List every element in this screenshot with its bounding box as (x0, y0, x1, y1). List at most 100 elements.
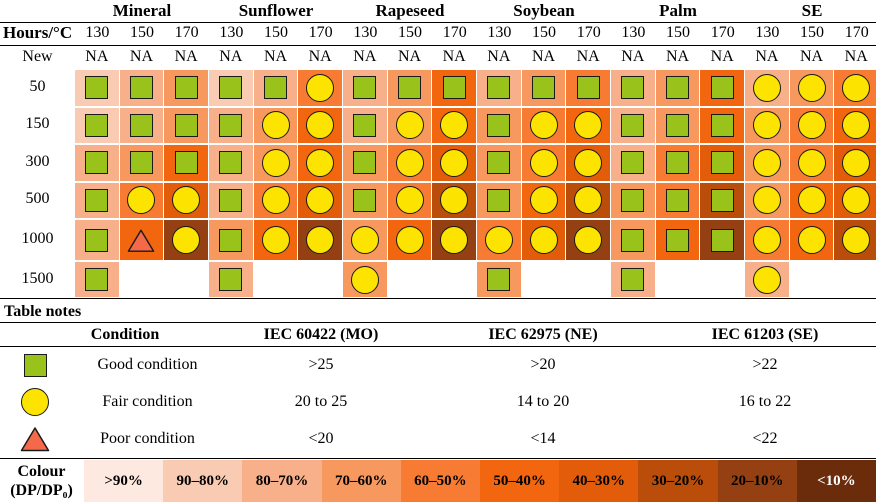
result-cell (387, 70, 432, 106)
good-condition-square-icon (666, 76, 690, 100)
header-rule (0, 22, 876, 23)
colour-label-line2: (DP/DP₀) (10, 482, 73, 499)
result-cell (164, 145, 208, 181)
result-cell (566, 220, 611, 260)
result-cell (521, 220, 566, 260)
fair-condition-circle-icon (395, 226, 424, 254)
colour-scale-bin: 70–60% (321, 460, 401, 502)
result-cell (298, 107, 342, 143)
fair-condition-circle-icon (752, 226, 781, 254)
good-condition-square-icon (621, 151, 645, 175)
section-rule (0, 298, 876, 299)
na-cell: NA (263, 47, 288, 65)
result-cell (432, 220, 477, 260)
result-cell (522, 262, 566, 297)
fair-condition-circle-icon (842, 226, 871, 254)
poor-condition-triangle-icon (20, 427, 50, 452)
hours-temp-header: Hours/°C (3, 23, 73, 42)
oil-header: Soybean (513, 1, 575, 20)
result-cell (789, 220, 834, 260)
result-cell (566, 182, 611, 218)
na-cell: NA (397, 47, 422, 65)
temperature-header: 150 (800, 24, 825, 41)
good-condition-square-icon (129, 113, 153, 137)
fair-condition-circle-icon (172, 186, 201, 215)
temperature-header: 130 (487, 24, 512, 41)
notes-column-header: IEC 61203 (SE) (711, 326, 819, 343)
good-condition-square-icon (621, 228, 645, 252)
threshold-value: >25 (308, 356, 334, 373)
result-cell (700, 262, 744, 297)
row-label: 50 (29, 77, 46, 95)
good-condition-square-icon (174, 76, 198, 100)
notes-title: Table notes (4, 303, 82, 320)
fair-condition-circle-icon (440, 111, 469, 140)
result-cell (834, 220, 876, 260)
result-cell (298, 262, 342, 297)
na-cell: NA (710, 47, 734, 65)
notes-rule (0, 346, 876, 347)
fair-condition-circle-icon (842, 148, 871, 177)
good-condition-square-icon (85, 151, 109, 175)
temperature-header: 170 (844, 24, 869, 41)
colour-scale-bin: 50–40% (480, 460, 560, 502)
fair-condition-circle-icon (797, 148, 826, 177)
good-condition-square-icon (85, 113, 109, 137)
result-cell (700, 182, 745, 218)
good-condition-square-icon (487, 76, 511, 100)
na-cell: NA (576, 47, 600, 65)
colour-scale-bin: >90% (84, 460, 164, 502)
result-cell (700, 70, 745, 106)
result-cell (298, 70, 342, 106)
temperature-header: 130 (621, 24, 646, 41)
threshold-value: <14 (530, 430, 556, 447)
result-cell (164, 220, 208, 260)
fair-condition-circle-icon (350, 265, 379, 294)
result-cell (75, 182, 119, 218)
na-cell: NA (799, 47, 824, 65)
result-cell (655, 220, 700, 260)
na-cell: NA (353, 47, 377, 65)
fair-condition-circle-icon (574, 226, 603, 254)
fair-condition-circle-icon (127, 186, 156, 215)
result-cell (477, 220, 521, 260)
fair-condition-circle-icon (306, 186, 335, 215)
temperature-header: 130 (353, 24, 378, 41)
temperature-header: 150 (264, 24, 288, 41)
na-cell: NA (442, 47, 466, 65)
result-cell (834, 262, 876, 297)
na-cell: NA (531, 47, 556, 65)
fair-condition-circle-icon (306, 73, 335, 102)
result-cell (254, 262, 298, 297)
result-cell (209, 145, 253, 181)
good-condition-square-icon (710, 151, 734, 175)
result-cell (834, 145, 876, 181)
notes-column-header: IEC 60422 (MO) (263, 326, 379, 343)
temperature-header: 130 (219, 24, 244, 41)
good-condition-square-icon (576, 76, 600, 100)
result-cell (119, 107, 164, 143)
good-condition-square-icon (85, 228, 109, 252)
result-cell (75, 262, 119, 297)
fair-condition-circle-icon (574, 186, 603, 215)
threshold-value: >22 (752, 356, 778, 373)
fair-condition-circle-icon (797, 186, 826, 215)
row-label: 300 (25, 152, 50, 170)
result-cell (343, 220, 387, 260)
threshold-value: <22 (752, 430, 778, 447)
result-cell (611, 107, 655, 143)
result-cell (521, 145, 566, 181)
notes-rule (0, 458, 876, 459)
good-condition-square-icon (23, 353, 47, 377)
result-cell (387, 107, 432, 143)
good-condition-square-icon (353, 151, 377, 175)
fair-condition-circle-icon (261, 186, 290, 215)
colour-scale-bin: 90–80% (163, 460, 243, 502)
oil-header: Rapeseed (375, 1, 445, 20)
good-condition-square-icon (353, 113, 377, 137)
result-cell (253, 107, 298, 143)
result-cell (343, 262, 387, 297)
fair-condition-circle-icon (752, 73, 781, 102)
result-cell (655, 107, 700, 143)
result-cell (611, 182, 655, 218)
